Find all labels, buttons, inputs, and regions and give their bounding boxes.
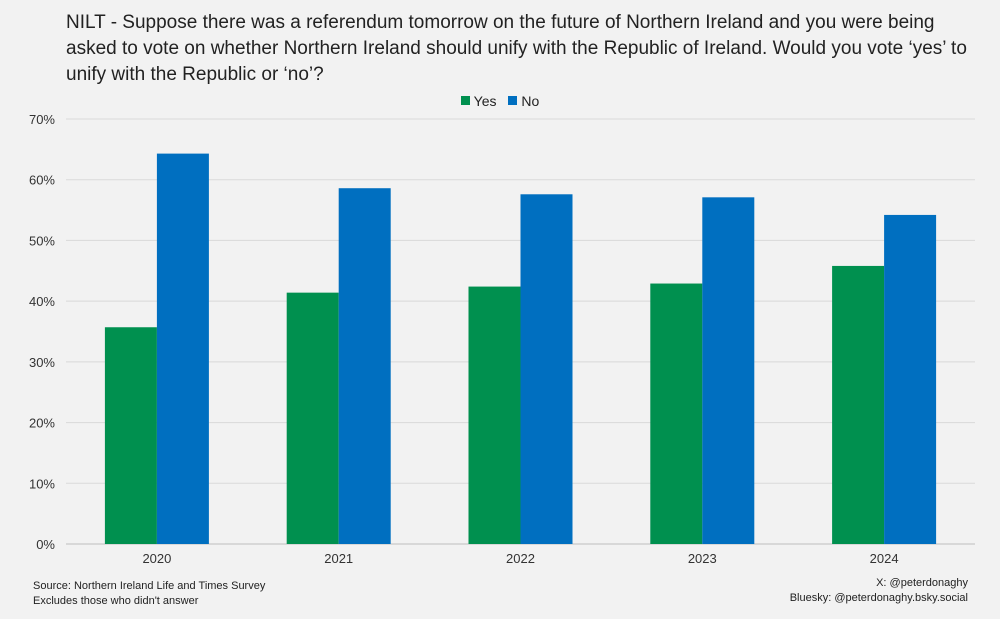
chart-title: NILT - Suppose there was a referendum to… — [66, 12, 967, 85]
y-tick-label: 10% — [29, 476, 55, 491]
bar-yes-2021 — [286, 292, 339, 544]
bar-yes-2022 — [468, 286, 521, 544]
bar-no-2024 — [884, 214, 937, 544]
bar-no-2022 — [520, 194, 573, 545]
bar-yes-2023 — [650, 283, 703, 544]
y-tick-label: 40% — [29, 294, 55, 309]
x-tick-label: 2024 — [870, 551, 899, 566]
y-tick-label: 20% — [29, 416, 55, 431]
legend: Yes No — [0, 92, 1000, 109]
bar-no-2023 — [702, 197, 755, 545]
x-tick-label: 2021 — [324, 551, 353, 566]
x-tick-label: 2023 — [688, 551, 717, 566]
legend-swatch-no — [508, 96, 518, 105]
bluesky-handle: Bluesky: @peterdonaghy.bsky.social — [789, 592, 968, 604]
legend-label-no: No — [521, 92, 540, 109]
y-tick-label: 70% — [29, 112, 55, 127]
x-tick-label: 2022 — [506, 551, 535, 566]
footer-credits: X: @peterdonaghy Bluesky: @peterdonaghy.… — [790, 576, 968, 606]
bar-yes-2024 — [832, 265, 885, 544]
y-tick-label: 0% — [36, 537, 55, 552]
footer-source-block: Source: Northern Ireland Life and Times … — [33, 579, 265, 609]
legend-swatch-yes — [460, 96, 470, 105]
bar-no-2021 — [338, 188, 391, 544]
exclusion-note: Excludes those who didn't answer — [33, 595, 199, 607]
legend-item-no: No — [508, 93, 539, 109]
y-tick-label: 60% — [29, 173, 55, 188]
x-handle: X: @peterdonaghy — [876, 577, 968, 589]
y-tick-label: 30% — [29, 355, 55, 370]
x-tick-label: 2020 — [142, 551, 171, 566]
source-note: Source: Northern Ireland Life and Times … — [33, 580, 266, 592]
legend-item-yes: Yes — [460, 92, 497, 109]
bar-yes-2020 — [104, 327, 157, 544]
legend-label-yes: Yes — [473, 92, 497, 109]
y-tick-label: 50% — [29, 233, 55, 248]
bar-no-2020 — [156, 153, 209, 544]
